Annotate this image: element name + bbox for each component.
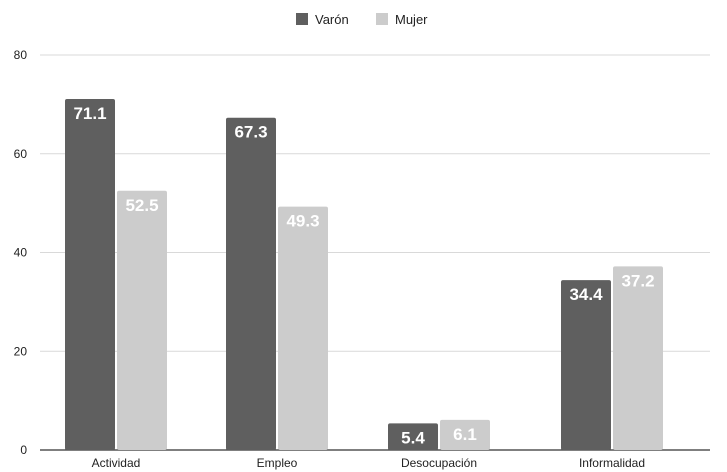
data-labels: 71.1 52.5 67.3 49.3 5.4 6.1 34.4 37.2 bbox=[73, 104, 654, 447]
x-category-label: Informalidad bbox=[579, 456, 645, 470]
legend-swatch bbox=[376, 13, 388, 25]
bar-mujer-empleo bbox=[278, 206, 328, 450]
data-label: 49.3 bbox=[286, 212, 319, 231]
y-tick-label: 40 bbox=[14, 246, 28, 260]
x-axis-categories: Actividad Empleo Desocupación Informalidad bbox=[92, 456, 645, 470]
data-label: 52.5 bbox=[125, 196, 158, 215]
y-tick-label: 60 bbox=[14, 147, 28, 161]
legend-swatch bbox=[296, 13, 308, 25]
bar-varon-actividad bbox=[65, 98, 115, 450]
y-tick-label: 20 bbox=[14, 344, 28, 358]
x-category-label: Desocupación bbox=[401, 456, 477, 470]
data-label: 71.1 bbox=[73, 104, 106, 123]
x-category-label: Empleo bbox=[257, 456, 298, 470]
legend-label: Varón bbox=[315, 12, 349, 27]
bar-mujer-informalidad bbox=[613, 266, 663, 450]
bar-mujer-actividad bbox=[117, 190, 167, 450]
y-tick-label: 0 bbox=[20, 443, 27, 457]
y-axis-ticks: 0 20 40 60 80 bbox=[14, 48, 28, 457]
legend: Varón Mujer bbox=[296, 12, 428, 27]
y-tick-label: 80 bbox=[14, 48, 28, 62]
x-category-label: Actividad bbox=[92, 456, 141, 470]
bar-varon-empleo bbox=[226, 117, 276, 451]
data-label: 5.4 bbox=[401, 428, 425, 447]
bar-varon-informalidad bbox=[561, 280, 611, 450]
data-label: 67.3 bbox=[234, 123, 267, 142]
bar-mujer-desocupación bbox=[440, 419, 490, 450]
data-label: 6.1 bbox=[453, 425, 477, 444]
data-label: 34.4 bbox=[569, 285, 603, 304]
data-label: 37.2 bbox=[621, 271, 654, 290]
bar-varon-desocupación bbox=[388, 423, 438, 450]
legend-label: Mujer bbox=[395, 12, 428, 27]
bars bbox=[65, 98, 663, 451]
